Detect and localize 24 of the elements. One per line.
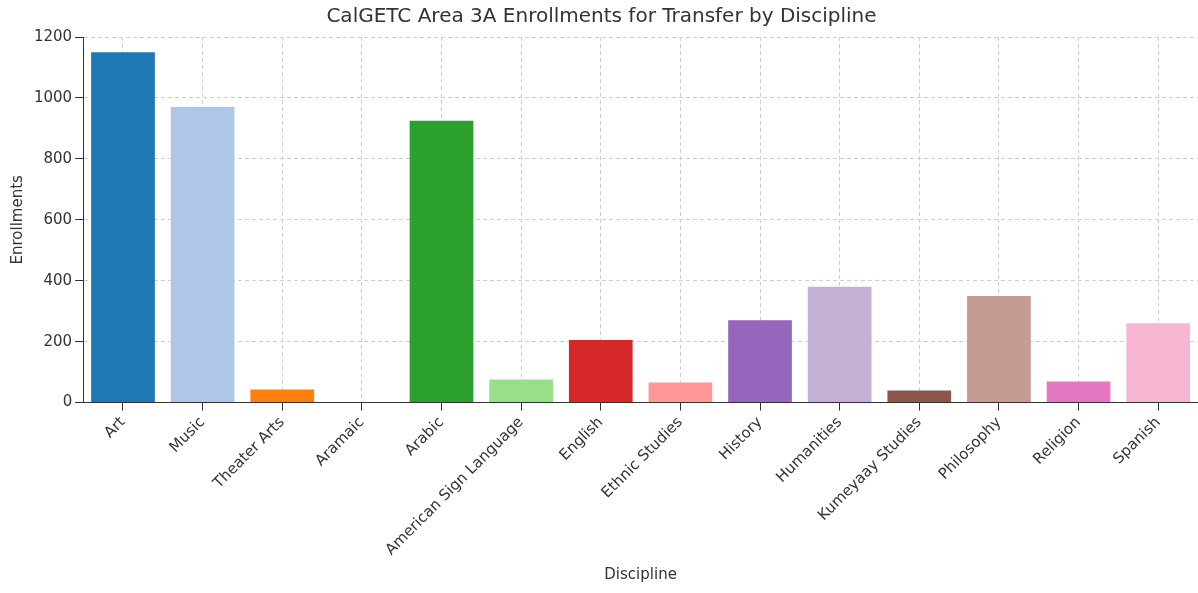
bar	[728, 320, 792, 403]
y-tick-label: 600	[43, 209, 73, 228]
bar	[409, 120, 474, 403]
bar	[967, 295, 1031, 403]
y-tick-label: 0	[62, 392, 73, 411]
bar	[489, 379, 553, 403]
bar	[250, 389, 315, 403]
bar	[1046, 381, 1111, 403]
bar	[568, 340, 633, 403]
bar	[807, 286, 872, 403]
bar	[170, 107, 235, 403]
y-tick-label: 1000	[33, 87, 73, 106]
y-axis-title: Enrollments	[7, 174, 26, 265]
bar	[887, 390, 952, 403]
chart-title: CalGETC Area 3A Enrollments for Transfer by Discipline	[326, 3, 877, 28]
bar	[91, 52, 155, 403]
y-tick-label: 400	[43, 270, 73, 289]
x-axis-title: Discipline	[604, 564, 677, 583]
x-tick-label: Art	[100, 412, 129, 442]
bar	[648, 382, 713, 403]
y-tick-label: 1200	[33, 26, 73, 45]
bar	[1126, 323, 1191, 403]
y-tick-label: 800	[43, 148, 73, 167]
y-tick-label: 200	[43, 331, 73, 350]
